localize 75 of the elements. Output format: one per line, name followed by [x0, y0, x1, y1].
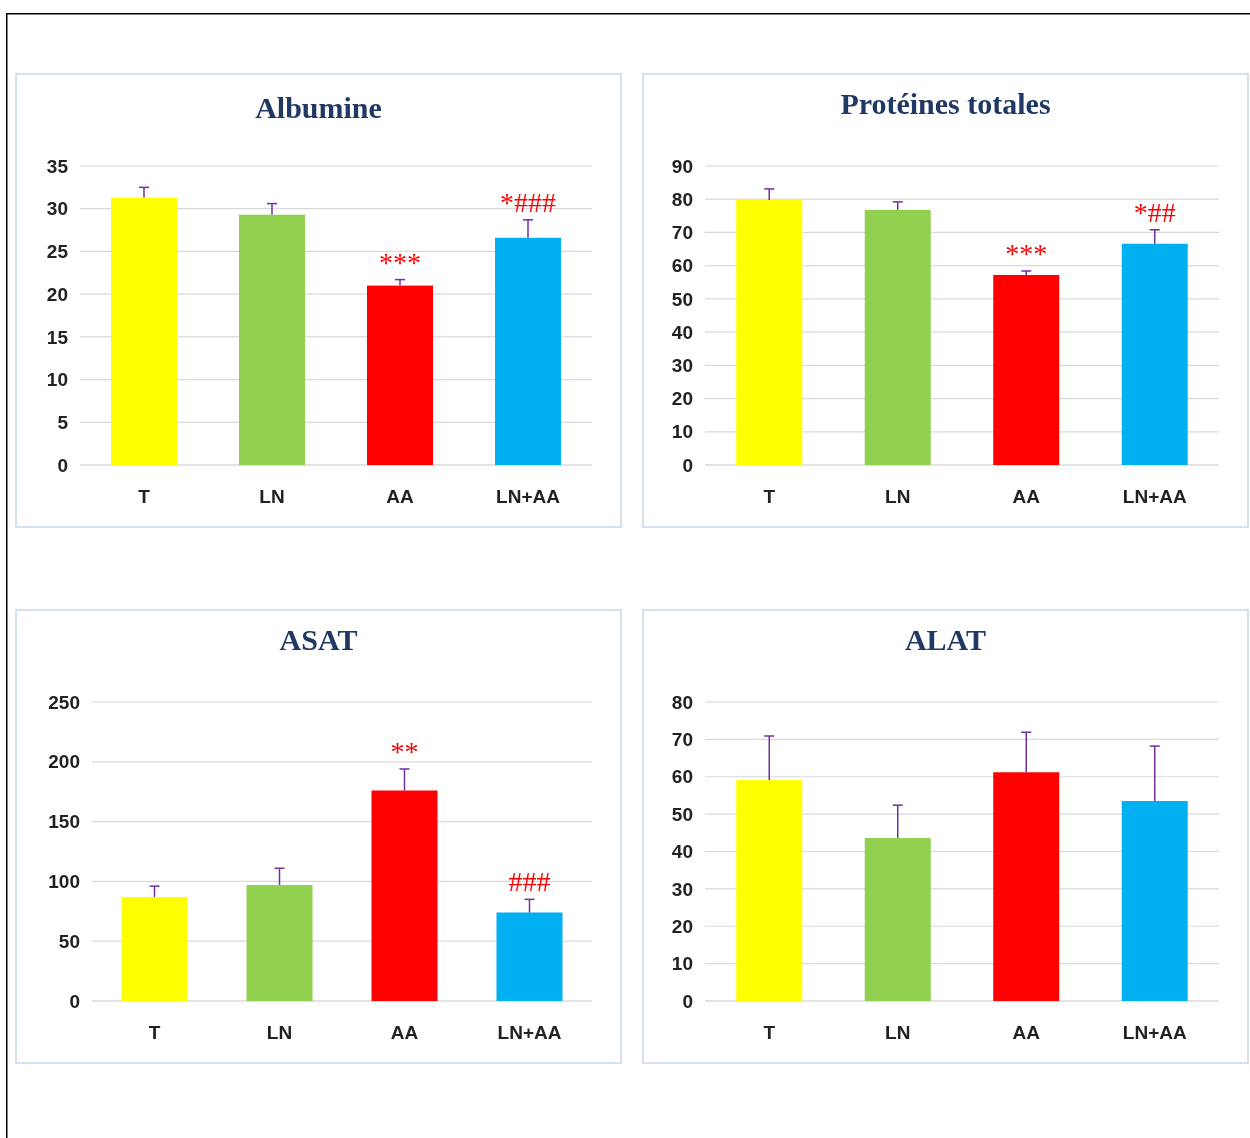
y-tick-label: 10: [46, 369, 68, 391]
y-tick-label: 10: [671, 421, 693, 443]
x-tick-label: T: [763, 486, 776, 507]
x-tick-label: LN+AA: [1122, 1022, 1187, 1043]
y-tick-label: 60: [671, 766, 693, 788]
y-tick-label: 30: [46, 198, 68, 220]
y-tick-label: 70: [671, 222, 693, 244]
annotation: *##: [1133, 196, 1176, 228]
y-tick-label: 35: [46, 155, 69, 177]
y-tick-label: 20: [671, 388, 693, 410]
annotation: **: [390, 735, 419, 767]
y-tick-label: 100: [48, 871, 80, 893]
bar: [1121, 243, 1188, 465]
chart-title: ASAT: [279, 623, 358, 656]
bar: [496, 912, 563, 1001]
x-tick-label: LN: [885, 1022, 911, 1043]
x-tick-label: T: [148, 1022, 161, 1043]
y-tick-label: 25: [46, 241, 69, 263]
bar: [864, 838, 931, 1001]
bar: [371, 790, 438, 1001]
x-tick-label: AA: [386, 486, 414, 507]
bar: [367, 285, 433, 465]
chart-title: ALAT: [904, 623, 987, 656]
y-tick-label: 70: [671, 729, 693, 751]
x-tick-label: LN: [266, 1022, 293, 1043]
x-tick-label: LN+AA: [1122, 486, 1187, 507]
chart-title: Albumine: [255, 91, 382, 124]
x-tick-label: LN: [259, 486, 285, 507]
bar: [246, 884, 313, 1001]
chart-title: Protéines totales: [840, 87, 1051, 120]
y-tick-label: 0: [57, 454, 68, 476]
y-tick-label: 30: [671, 354, 693, 376]
x-tick-label: AA: [390, 1022, 419, 1043]
bar: [736, 199, 803, 465]
annotation: ***: [1005, 237, 1048, 269]
annotation: *###: [500, 186, 556, 218]
y-tick-label: 15: [46, 326, 69, 348]
y-tick-label: 50: [671, 803, 693, 825]
y-tick-label: 5: [57, 411, 69, 433]
y-tick-label: 50: [671, 288, 693, 310]
annotation: ***: [379, 246, 421, 278]
y-tick-label: 30: [671, 878, 693, 900]
bar: [111, 197, 177, 465]
x-tick-label: LN+AA: [496, 486, 561, 507]
bar: [864, 209, 931, 465]
bar: [239, 214, 305, 465]
x-tick-label: T: [138, 486, 151, 507]
x-tick-label: LN+AA: [497, 1022, 562, 1043]
y-tick-label: 20: [46, 283, 68, 305]
x-tick-label: LN: [885, 486, 911, 507]
y-tick-label: 80: [671, 691, 693, 713]
bar: [993, 772, 1060, 1001]
x-tick-label: T: [763, 1022, 776, 1043]
y-tick-label: 20: [671, 915, 693, 937]
y-tick-label: 200: [48, 751, 80, 773]
bar: [495, 237, 561, 465]
x-tick-label: AA: [1012, 1022, 1041, 1043]
bar: [121, 896, 188, 1001]
y-tick-label: 60: [671, 255, 693, 277]
y-tick-label: 40: [671, 321, 693, 343]
y-tick-label: 90: [671, 155, 693, 177]
y-tick-label: 150: [48, 811, 80, 833]
y-tick-label: 0: [682, 990, 693, 1012]
bar: [993, 274, 1060, 465]
bar: [1121, 801, 1188, 1001]
y-tick-label: 250: [48, 691, 80, 713]
bar: [736, 780, 803, 1001]
y-tick-label: 80: [671, 188, 693, 210]
x-tick-label: AA: [1012, 486, 1041, 507]
y-tick-label: 0: [682, 454, 693, 476]
y-tick-label: 50: [58, 930, 80, 952]
annotation: ###: [508, 866, 551, 898]
y-tick-label: 40: [671, 841, 693, 863]
y-tick-label: 0: [69, 990, 80, 1012]
y-tick-label: 10: [671, 953, 693, 975]
